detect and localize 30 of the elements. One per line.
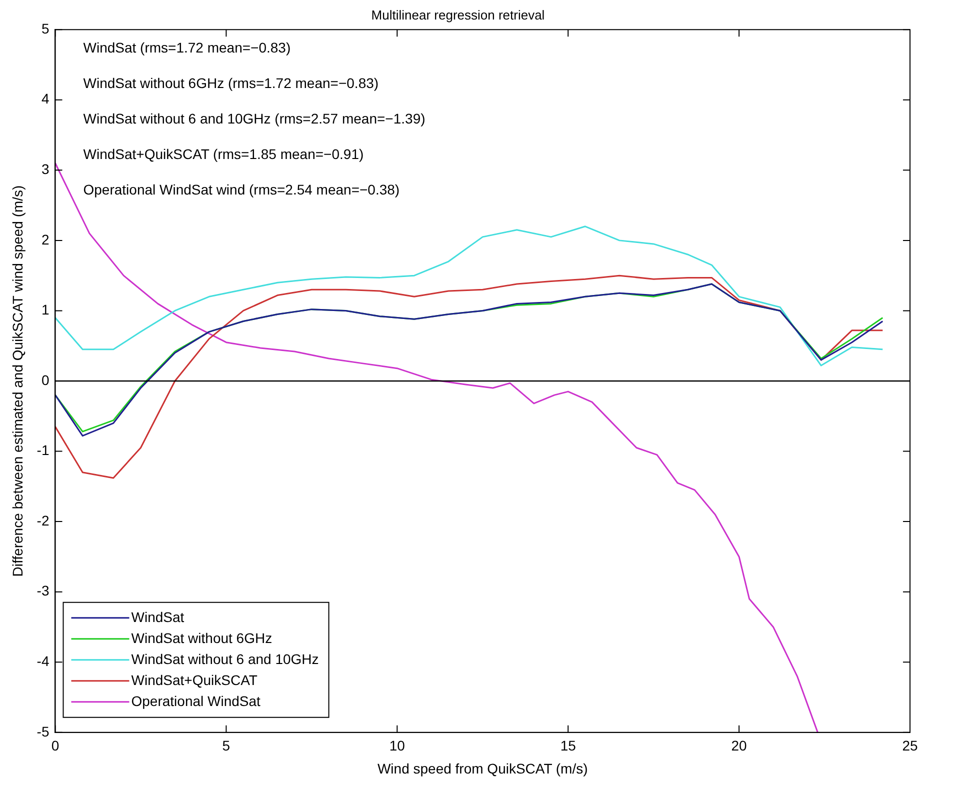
y-tick-label: 1 bbox=[41, 302, 50, 318]
x-tick-label: 20 bbox=[731, 738, 748, 754]
legend-label: WindSat bbox=[131, 608, 184, 625]
legend-label: WindSat without 6GHz bbox=[131, 630, 272, 646]
y-tick-label: -3 bbox=[36, 582, 50, 599]
y-tick-label: 2 bbox=[41, 231, 50, 248]
y-tick-label: 4 bbox=[41, 90, 50, 107]
annotation: Operational WindSat wind (rms=2.54 mean=−0.38) bbox=[83, 181, 400, 198]
y-tick-label: 5 bbox=[41, 20, 50, 36]
x-axis-title: Wind speed from QuikSCAT (m/s) bbox=[377, 760, 588, 776]
x-tick-label: 15 bbox=[560, 738, 576, 754]
chart-title: Multilinear regression retrieval bbox=[371, 7, 545, 22]
annotation: WindSat+QuikSCAT (rms=1.85 mean=−0.91) bbox=[83, 146, 364, 162]
y-axis-title: Difference between estimated and QuikSCAT wind speed (m/s) bbox=[9, 185, 26, 577]
x-tick-label: 0 bbox=[51, 738, 60, 754]
x-tick-label: 5 bbox=[222, 738, 230, 754]
y-tick-label: -5 bbox=[36, 723, 50, 740]
y-tick-label: 3 bbox=[41, 161, 50, 178]
legend-label: WindSat without 6 and 10GHz bbox=[131, 650, 319, 667]
annotation: WindSat without 6GHz (rms=1.72 mean=−0.83) bbox=[83, 74, 379, 91]
y-tick-label: -1 bbox=[36, 442, 50, 458]
annotation: WindSat without 6 and 10GHz (rms=2.57 mean=−1.39) bbox=[83, 110, 426, 126]
x-tick-label: 10 bbox=[389, 738, 406, 754]
y-tick-label: -2 bbox=[36, 512, 50, 528]
y-tick-label: 0 bbox=[41, 372, 50, 388]
legend-label: WindSat+QuikSCAT bbox=[131, 672, 258, 688]
x-tick-label: 25 bbox=[902, 738, 918, 754]
annotation: WindSat (rms=1.72 mean=−0.83) bbox=[83, 39, 291, 56]
legend-label: Operational WindSat bbox=[131, 692, 261, 709]
y-tick-label: -4 bbox=[36, 652, 50, 669]
